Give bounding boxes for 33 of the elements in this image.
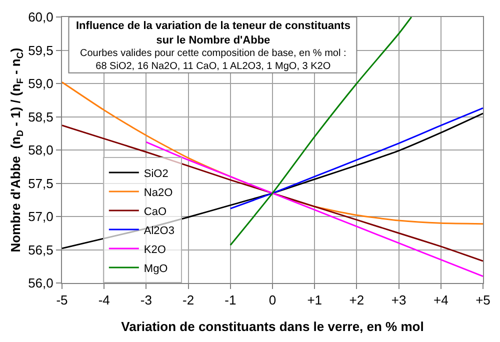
line-series <box>62 81 483 225</box>
y-tick-label: 57,5 <box>28 176 54 191</box>
x-tick-label: -2 <box>182 292 194 308</box>
x-tick-label: +5 <box>476 292 490 308</box>
y-tick-label: 60,0 <box>28 10 54 25</box>
x-axis-title: Variation de constituants dans le verre, en % mol <box>121 319 424 334</box>
x-tick-label: -4 <box>98 292 110 308</box>
x-tick-label: 0 <box>268 292 276 308</box>
y-tick-label: 58,0 <box>28 142 54 158</box>
x-tick-label: +3 <box>391 292 406 308</box>
legend-label: Al2O3 <box>144 224 174 237</box>
x-tick-label: +2 <box>349 292 364 308</box>
legend-label: K2O <box>144 244 166 256</box>
line-series <box>145 141 483 278</box>
legend-label: MgO <box>144 262 168 275</box>
y-tick-label: 56,0 <box>28 276 54 291</box>
x-tick-label: +4 <box>433 292 448 308</box>
y-tick-label: 58,5 <box>28 109 54 124</box>
x-tick-label: -5 <box>56 292 68 308</box>
y-tick-label: 56,5 <box>28 242 54 258</box>
x-tick-label: -1 <box>224 292 236 308</box>
legend-label: SiO2 <box>144 168 168 180</box>
x-tick-label: -3 <box>140 292 152 308</box>
y-tick-label: 57,0 <box>28 209 54 224</box>
y-tick-label: 59,5 <box>28 42 54 58</box>
line-series <box>230 107 483 210</box>
y-tick-label: 59,0 <box>28 76 54 92</box>
text: Influence de la variation de la teneur de constituants sur le Nombre d'Abbe <box>76 20 350 46</box>
legend-label: CaO <box>144 206 167 218</box>
legend-label: Na2O <box>144 186 174 199</box>
line-series <box>62 124 483 262</box>
text: Courbes valides pour cette composition de base, en % mol : 68 SiO2, 16 Na2O, 11 CaO, 1 AL2O3, 1 MgO, 3 K2O <box>80 48 346 72</box>
x-tick-label: +1 <box>307 292 322 308</box>
